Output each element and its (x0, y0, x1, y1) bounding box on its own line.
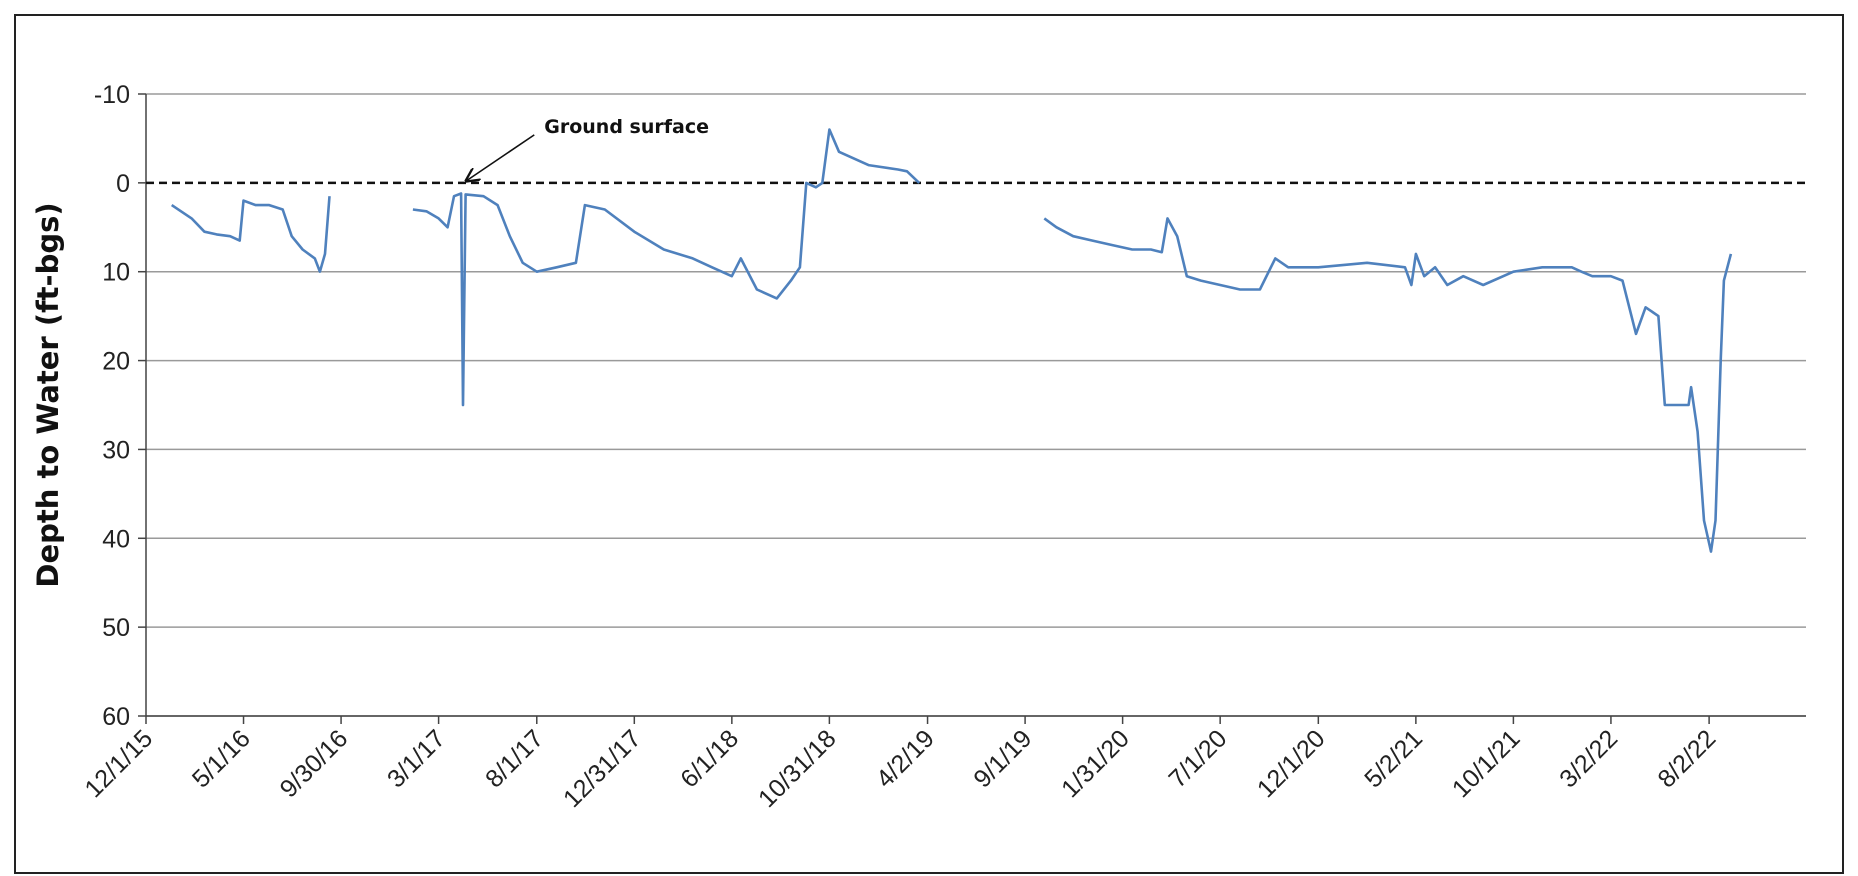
y-axis-label: Depth to Water (ft-bgs) (31, 202, 65, 587)
x-tick-label: 12/1/20 (1252, 724, 1331, 803)
x-tick-label: 10/31/18 (753, 724, 842, 813)
y-tick-label: 0 (116, 170, 130, 198)
x-tick-label: 1/31/20 (1056, 724, 1135, 803)
y-tick-label: -10 (94, 81, 130, 109)
x-tick-label: 3/2/22 (1554, 724, 1623, 793)
x-tick-label: 8/1/17 (480, 724, 549, 793)
annotation-label: Ground surface (544, 116, 709, 138)
x-tick-label: 9/30/16 (275, 724, 354, 803)
x-tick-label: 5/1/16 (187, 724, 256, 793)
gridlines (138, 93, 1806, 717)
series-lines (170, 128, 1733, 553)
y-tick-labels: -10 0 10 20 30 40 50 60 (94, 81, 130, 731)
y-tick-label: 30 (102, 436, 130, 464)
y-tick-label: 50 (102, 614, 130, 642)
axes (145, 94, 1806, 717)
y-tick-label: 20 (102, 348, 130, 376)
series-line (1043, 217, 1733, 553)
y-tick-label: 40 (102, 525, 130, 553)
x-tick-labels: 12/1/15 5/1/16 9/30/16 3/1/17 8/1/17 12/31/17… (79, 716, 1721, 813)
x-tick-label: 4/2/19 (871, 724, 940, 793)
x-tick-label: 12/31/17 (558, 724, 647, 813)
x-tick-label: 3/1/17 (382, 724, 451, 793)
series-line (412, 128, 921, 407)
annotation-arrow (466, 134, 535, 181)
x-tick-label: 5/2/21 (1359, 724, 1428, 793)
x-tick-label: 9/1/19 (968, 724, 1037, 793)
x-tick-label: 10/1/21 (1447, 724, 1526, 803)
x-tick-label: 12/1/15 (79, 724, 158, 803)
y-tick-label: 10 (102, 259, 130, 287)
x-tick-label: 6/1/18 (675, 724, 744, 793)
x-tick-label: 7/1/20 (1163, 724, 1232, 793)
annotations: Ground surface (466, 116, 709, 181)
chart-frame: -10 0 10 20 30 40 50 60 12/1/15 5/1/16 9/30/16 3/1… (14, 14, 1844, 874)
x-tick-label: 8/2/22 (1652, 724, 1721, 793)
y-tick-label: 60 (102, 703, 130, 731)
series-line (170, 196, 331, 273)
depth-to-water-chart: -10 0 10 20 30 40 50 60 12/1/15 5/1/16 9/30/16 3/1… (31, 81, 1806, 813)
